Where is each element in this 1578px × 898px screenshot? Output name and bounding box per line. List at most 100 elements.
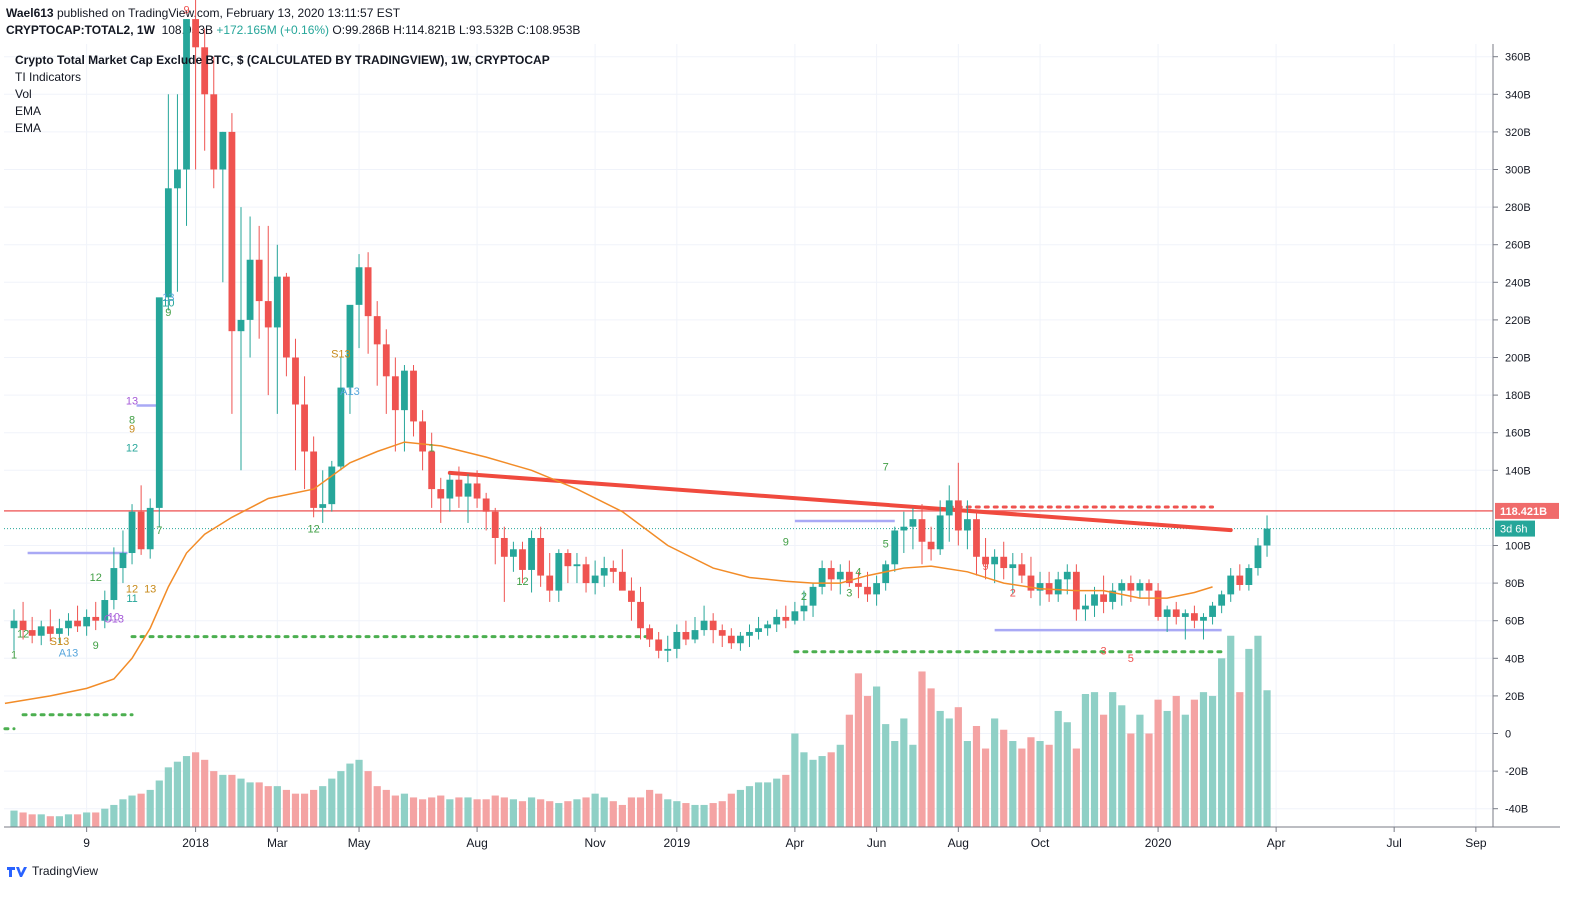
candle-up xyxy=(818,568,826,587)
volume-bar xyxy=(28,814,36,827)
volume-bar xyxy=(591,793,599,827)
volume-bar xyxy=(909,744,917,827)
volume-bar xyxy=(10,810,18,827)
candle-up xyxy=(1136,583,1144,591)
volume-bar xyxy=(1018,748,1026,827)
candle-down xyxy=(46,626,54,634)
candle-up xyxy=(1245,568,1253,585)
symbol-name[interactable]: CRYPTOCAP:TOTAL2, 1W xyxy=(6,23,155,37)
volume-bar xyxy=(527,797,536,827)
volume-bar xyxy=(509,799,517,827)
legend-indicator-ema[interactable]: EMA xyxy=(15,104,42,118)
candle-down xyxy=(609,568,617,572)
volume-bar xyxy=(192,752,200,827)
candle-down xyxy=(682,631,690,640)
volume-bar xyxy=(1163,710,1171,827)
volume-bar xyxy=(918,671,926,827)
candle-down xyxy=(646,628,653,640)
footer-brand-label: TradingView xyxy=(32,864,99,878)
countdown-tag xyxy=(1495,520,1535,537)
volume-bar xyxy=(854,673,863,827)
candle-up xyxy=(809,586,817,606)
volume-bar xyxy=(954,707,962,827)
candle-down xyxy=(982,556,989,565)
candle-down xyxy=(927,541,935,550)
candle-up xyxy=(1263,528,1271,546)
candle-up xyxy=(836,571,844,580)
candle-up xyxy=(1163,609,1171,617)
volume-bar xyxy=(455,797,463,827)
publish-date: published on TradingView.com, February 1… xyxy=(56,6,401,20)
x-tick-label: Jul xyxy=(1386,836,1401,850)
volume-bar xyxy=(419,799,427,827)
volume-bar xyxy=(1254,635,1262,827)
level-price-tag xyxy=(1495,502,1559,519)
candle-up xyxy=(1091,594,1098,606)
volume-bar xyxy=(1090,692,1099,827)
author-name[interactable]: Wael613 xyxy=(6,6,54,20)
candle-down xyxy=(582,564,590,584)
volume-bar xyxy=(37,814,45,827)
candle-down xyxy=(283,276,290,358)
candle-down xyxy=(428,451,436,490)
y-tick-label: 220B xyxy=(1505,315,1531,327)
candle-up xyxy=(401,370,408,411)
volume-bar xyxy=(1145,733,1153,827)
chart-title[interactable]: Crypto Total Market Cap Exclude BTC, $ (… xyxy=(15,53,550,67)
candle-down xyxy=(1127,583,1135,591)
candle-down xyxy=(419,421,426,452)
candle-up xyxy=(128,511,136,554)
volume-bar xyxy=(273,786,281,827)
candle-up xyxy=(446,479,454,499)
y-tick-label: 340B xyxy=(1505,89,1531,101)
volume-bar xyxy=(936,710,944,827)
candle-up xyxy=(909,519,917,527)
volume-bar xyxy=(809,759,817,827)
candle-up xyxy=(1209,605,1216,617)
signal-label: 9 xyxy=(93,640,99,652)
volume-bar xyxy=(155,780,163,827)
candle-down xyxy=(564,553,572,567)
candle-up xyxy=(83,616,91,627)
volume-bar xyxy=(101,808,109,827)
candle-down xyxy=(546,575,554,591)
axes: 360B340B320B300B280B260B240B220B200B180B… xyxy=(4,44,1560,850)
candle-down xyxy=(1027,575,1035,591)
volume-bar xyxy=(754,782,763,827)
volume-bar xyxy=(1181,714,1189,827)
legend-indicator-ti[interactable]: TI Indicators xyxy=(15,70,82,84)
legend-indicator-ema-2[interactable]: EMA xyxy=(15,121,42,135)
y-tick-label: 160B xyxy=(1505,428,1531,440)
volume-bar xyxy=(428,797,436,827)
volume-bar xyxy=(845,714,853,827)
signal-label: 10 xyxy=(162,298,174,310)
ema-line-path xyxy=(4,441,1213,705)
volume-bar xyxy=(319,786,327,827)
legend-indicator-vol[interactable]: Vol xyxy=(15,87,32,101)
volume-bar xyxy=(1136,714,1144,827)
candle-down xyxy=(19,620,27,631)
candle-down xyxy=(92,616,100,621)
volume-bar xyxy=(46,816,54,827)
candle-up xyxy=(746,631,753,636)
ema-line xyxy=(4,441,1213,705)
candle-down xyxy=(301,404,308,452)
candle-up xyxy=(891,530,899,565)
signal-label: 7 xyxy=(883,461,889,473)
candle-down xyxy=(364,267,372,317)
candle-down xyxy=(264,301,272,328)
candle-up xyxy=(737,635,744,644)
signal-label: 12 xyxy=(90,572,102,584)
candle-down xyxy=(373,316,381,345)
footer-brand[interactable]: TradingView xyxy=(6,864,98,878)
volume-bar xyxy=(346,763,354,827)
x-tick-label: Aug xyxy=(948,836,969,850)
volume-bar xyxy=(128,795,136,827)
volume-bar xyxy=(310,789,318,827)
volume-bar xyxy=(818,756,826,827)
y-tick-label: -40B xyxy=(1505,804,1528,816)
volume-bar xyxy=(745,786,754,827)
volume-bar xyxy=(201,759,209,827)
